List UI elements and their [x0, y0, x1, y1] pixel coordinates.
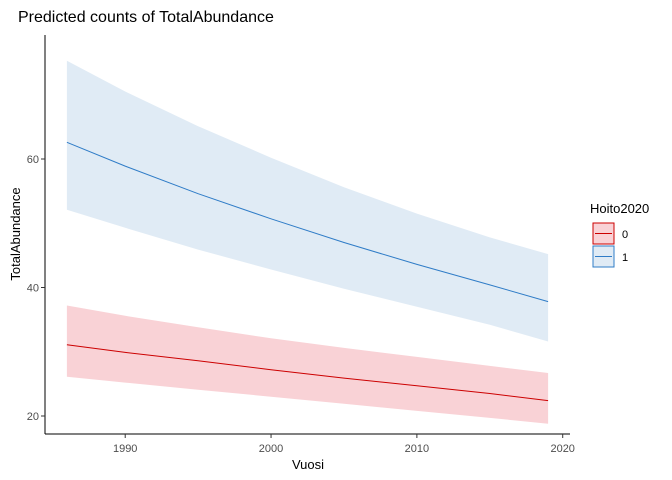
y-tick-label: 60: [27, 154, 39, 166]
series-line-1: [66, 141, 549, 303]
legend-title: Hoito2020: [590, 201, 649, 216]
confidence-band-0: [66, 305, 549, 424]
y-tick-label: 20: [27, 411, 39, 423]
chart-title: Predicted counts of TotalAbundance: [18, 9, 274, 26]
legend-items: 01: [592, 222, 628, 268]
confidence-bands: [66, 60, 549, 424]
series-line-0: [66, 344, 549, 402]
legend-item-0: 0: [592, 222, 628, 245]
legend-item-1: 1: [592, 245, 628, 268]
confidence-band-1: [66, 60, 549, 342]
x-tick-label: 2020: [550, 443, 574, 455]
x-axis-title: Vuosi: [292, 457, 324, 472]
legend-label: 0: [622, 229, 628, 241]
x-tick-label: 2000: [259, 443, 283, 455]
x-axis-ticks: 1990 2000 2010 2020: [113, 434, 575, 455]
y-axis-title: TotalAbundance: [8, 187, 23, 280]
x-tick-label: 1990: [113, 443, 137, 455]
y-axis-ticks: 20 40 60: [27, 154, 45, 423]
series-lines: [66, 141, 549, 402]
legend: Hoito2020 01: [590, 201, 649, 268]
x-tick-label: 2010: [405, 443, 429, 455]
y-tick-label: 40: [27, 283, 39, 295]
legend-label: 1: [622, 252, 628, 264]
